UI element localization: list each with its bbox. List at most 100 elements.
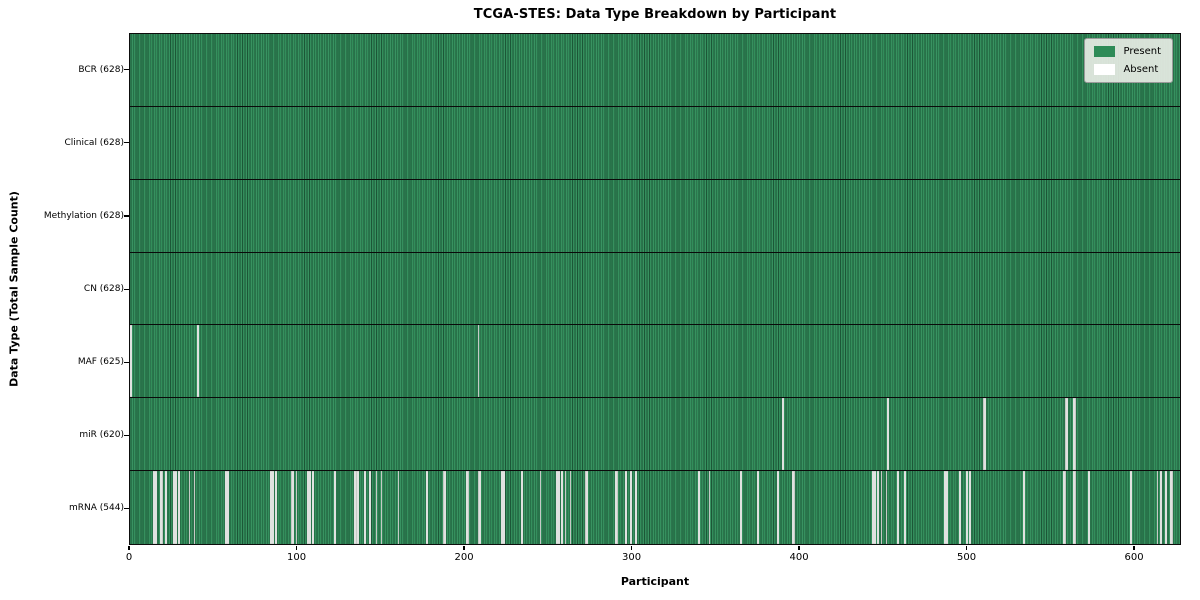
absent-stripe — [333, 471, 336, 544]
y-tick-mark — [124, 215, 129, 217]
absent-stripe — [569, 471, 572, 544]
absent-stripe — [521, 471, 523, 544]
absent-stripe — [792, 471, 794, 544]
y-tick-label: Methylation (628) — [43, 210, 124, 221]
legend-absent-label: Absent — [1123, 64, 1159, 75]
absent-stripe — [153, 471, 156, 544]
absent-stripe — [295, 471, 298, 544]
absent-stripe — [944, 471, 946, 544]
absent-stripe — [782, 398, 784, 471]
absent-stripe — [312, 471, 314, 544]
absent-stripe — [1171, 471, 1174, 544]
absent-stripe — [442, 471, 445, 544]
absent-stripe — [375, 471, 378, 544]
absent-stripe — [308, 471, 311, 544]
absent-stripe — [155, 471, 157, 544]
legend: Present Absent — [1084, 38, 1173, 83]
absent-stripe — [624, 471, 627, 544]
legend-present-label: Present — [1123, 46, 1161, 57]
absent-stripe — [874, 471, 876, 544]
absent-swatch-icon — [1094, 64, 1116, 75]
y-tick-mark — [124, 288, 129, 290]
row-mir — [130, 398, 1180, 472]
absent-stripe — [196, 325, 199, 398]
plot-area — [129, 33, 1181, 545]
x-tick-label: 300 — [622, 552, 642, 563]
x-tick-mark — [463, 545, 465, 550]
absent-stripe — [982, 398, 985, 471]
absent-stripe — [477, 325, 480, 398]
absent-stripe — [877, 471, 880, 544]
absent-stripe — [444, 471, 446, 544]
absent-stripe — [777, 471, 779, 544]
absent-stripe — [887, 398, 890, 471]
x-tick-mark — [965, 545, 968, 550]
y-tick-mark — [124, 69, 129, 71]
absent-stripe — [945, 471, 948, 544]
absent-stripe — [539, 471, 542, 544]
absent-stripe — [225, 471, 227, 544]
absent-stripe — [897, 471, 900, 544]
absent-stripe — [880, 471, 883, 544]
absent-stripe — [292, 471, 294, 544]
absent-stripe — [369, 471, 371, 544]
absent-stripe — [466, 471, 468, 544]
absent-stripe — [885, 471, 888, 544]
absent-stripe — [307, 471, 309, 544]
absent-stripe — [564, 471, 567, 544]
absent-stripe — [740, 471, 742, 544]
absent-stripe — [756, 471, 759, 544]
absent-stripe — [165, 471, 167, 544]
absent-stripe — [1066, 398, 1068, 471]
absent-stripe — [1062, 471, 1065, 544]
row-maf — [130, 325, 1180, 399]
absent-stripe — [629, 471, 632, 544]
absent-stripe — [226, 471, 229, 544]
y-tick-label: miR (620) — [79, 430, 124, 441]
absent-stripe — [479, 471, 482, 544]
legend-entry-absent: Absent — [1094, 64, 1161, 75]
absent-stripe — [270, 471, 273, 544]
absent-stripe — [969, 471, 971, 544]
absent-stripe — [1156, 471, 1159, 544]
absent-stripe — [904, 471, 906, 544]
y-tick-label: Clinical (628) — [64, 137, 124, 148]
absent-stripe — [467, 471, 470, 544]
absent-stripe — [584, 471, 587, 544]
absent-stripe — [364, 471, 366, 544]
x-tick-label: 0 — [125, 552, 133, 563]
absent-stripe — [1159, 471, 1162, 544]
absent-stripe — [965, 471, 968, 544]
absent-stripe — [1169, 471, 1172, 544]
row-clinical — [130, 106, 1180, 180]
y-tick-label: BCR (628) — [78, 64, 124, 75]
x-tick-label: 200 — [454, 552, 474, 563]
absent-stripe — [1072, 398, 1075, 471]
absent-stripe — [380, 471, 383, 544]
x-tick-mark — [798, 545, 800, 550]
absent-stripe — [175, 471, 177, 544]
absent-stripe — [708, 471, 711, 544]
absent-stripe — [1074, 398, 1077, 471]
absent-stripe — [558, 471, 560, 544]
absent-stripe — [161, 471, 164, 544]
absent-stripe — [272, 471, 274, 544]
y-tick-mark — [124, 434, 129, 436]
y-tick-mark — [124, 361, 129, 363]
chart-title: TCGA-STES: Data Type Breakdown by Partic… — [473, 7, 837, 22]
y-tick-label: mRNA (544) — [69, 503, 124, 514]
row-methylation — [130, 179, 1180, 253]
y-tick-mark — [124, 507, 129, 510]
absent-stripe — [477, 471, 480, 544]
y-tick-label: CN (628) — [83, 284, 124, 294]
x-tick-label: 500 — [957, 552, 977, 563]
absent-stripe — [355, 471, 358, 544]
absent-stripe — [959, 471, 961, 544]
absent-stripe — [556, 471, 559, 544]
x-tick-mark — [1133, 545, 1135, 550]
absent-stripe — [1064, 471, 1067, 544]
y-axis-title: Data Type (Total Sample Count) — [7, 191, 21, 387]
row-cn — [130, 252, 1180, 326]
absent-stripe — [160, 471, 162, 544]
absent-stripe — [425, 471, 428, 544]
